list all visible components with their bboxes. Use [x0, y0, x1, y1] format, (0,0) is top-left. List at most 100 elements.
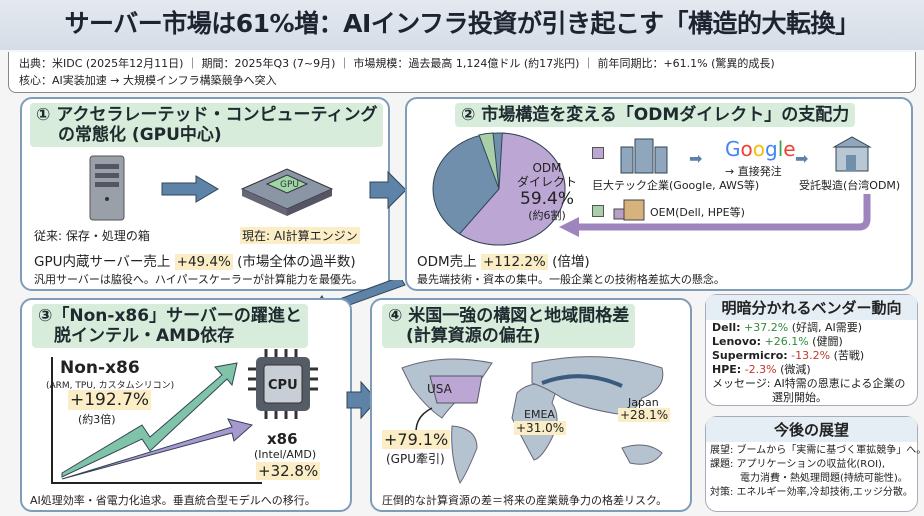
- non-x86-bottom-note: AI処理効率・省電力化追求。垂直統合型モデルへの移行。: [30, 494, 316, 507]
- panel-2-title: ② 市場構造を変える「ODMダイレクト」の支配力: [455, 103, 856, 127]
- cpu-chip-icon: CPU: [248, 349, 318, 419]
- oem-label: OEM(Dell, HPE等): [650, 206, 745, 219]
- arrow-right-icon: ➡: [689, 149, 703, 168]
- google-logo: Google: [725, 137, 796, 161]
- arrow-right-icon: [346, 380, 378, 420]
- big-tech-label: 巨大テック企業(Google, AWS等): [592, 179, 760, 192]
- non-x86-label: Non-x86: [60, 358, 140, 378]
- arrow-right-icon: ➡: [795, 149, 809, 168]
- x86-growth-arrow: [61, 418, 254, 480]
- title-line: ④ 米国一強の構図と地域間格差: [388, 306, 630, 326]
- stat-value: +112.2%: [480, 254, 548, 270]
- x86-sub: (Intel/AMD): [254, 448, 317, 461]
- japan-value: +28.1%: [618, 408, 671, 422]
- stat-value: +49.4%: [174, 254, 233, 270]
- vendor-value: -13.2%: [791, 349, 831, 362]
- server-tower-icon: [89, 155, 125, 221]
- vendor-item: Lenovo: +26.1% (健闘): [712, 335, 911, 349]
- title-line: 脱インテル・AMD依存: [54, 326, 235, 346]
- emea-value: +31.0%: [514, 421, 567, 435]
- usa-value: +79.1%: [382, 430, 451, 449]
- pie-value: 59.4%: [520, 189, 575, 209]
- return-arrow-icon: [559, 194, 871, 237]
- factory-building-icon: [832, 136, 872, 172]
- panel-odm: ② 市場構造を変える「ODMダイレクト」の支配力 ODM ダイレクト 59.4% (約…: [405, 97, 913, 291]
- stat-suffix: (市場全体の過半数): [237, 254, 356, 270]
- outlook-line: 電力消費・熱処理問題(持続可能性)。: [740, 473, 908, 484]
- japan-label: Japan: [628, 396, 659, 409]
- vendor-name: HPE:: [712, 363, 742, 376]
- vendor-trends-box: 明暗分かれるベンダー動向 Dell: +37.2% (好調, AI需要) Leno…: [705, 294, 918, 406]
- vendor-item: Dell: +37.2% (好調, AI需要): [712, 321, 911, 335]
- region-arrow: [541, 374, 623, 388]
- usa-label: USA: [427, 382, 452, 396]
- vendor-note: (健闘): [812, 335, 843, 348]
- legend-odm-swatch: [592, 147, 604, 159]
- office-building-icon: [620, 138, 668, 174]
- arrow-right-icon: [161, 175, 219, 203]
- outlook-line: 対策: エネルギー効率,冷却技術,エッジ分散。: [710, 487, 913, 498]
- vendor-name: Dell:: [712, 321, 741, 334]
- panel-3-title: ③「Non-x86」サーバーの躍進と 脱インテル・AMD依存: [32, 304, 308, 348]
- stat-prefix: ODM売上: [417, 254, 477, 270]
- usa-region: [429, 375, 483, 404]
- outlook-line: 展望: ブームから「実需に基づく軍拡競争」へ。: [710, 445, 924, 456]
- vendor-item: HPE: -2.3% (微減): [712, 363, 911, 377]
- vendor-note: (好調, AI需要): [791, 321, 863, 334]
- non-x86-sub: (ARM, TPU, カスタムシリコン): [46, 381, 175, 391]
- info-line-1: 出典：米IDC (2025年12月11日) ｜ 期間：2025年Q3 (7~9月…: [19, 57, 775, 70]
- regions-note: 圧倒的な計算資源の差＝将来の産業競争力の格差リスク。: [382, 494, 668, 507]
- vendor-value: +26.1%: [764, 335, 809, 348]
- vendor-trends-title: 明暗分かれるベンダー動向: [706, 295, 917, 320]
- panel-regions: ④ 米国一強の構図と地域間格差 (計算資源の偏在) USA +79.1% (GPU…: [370, 298, 692, 512]
- box-package-icon: [613, 199, 645, 221]
- gpu-stat: GPU内蔵サーバー売上 +49.4% (市場全体の過半数): [34, 250, 356, 270]
- panel-4-title: ④ 米国一強の構図と地域間格差 (計算資源の偏在): [382, 304, 636, 348]
- vendor-value: +37.2%: [744, 321, 789, 334]
- odm-manufacturer-label: 受託製造(台湾ODM): [799, 179, 901, 192]
- stat-suffix: (倍増): [552, 254, 590, 270]
- old-server-label: 従来: 保存・処理の箱: [34, 229, 150, 243]
- pie-label: ODM ダイレクト 59.4% (約6割): [517, 161, 577, 223]
- pie-slice-odm: [458, 132, 566, 246]
- x86-label: x86: [267, 430, 298, 448]
- vendor-name: Supermicro:: [712, 349, 788, 362]
- vendor-item: Supermicro: -13.2% (苦戦): [712, 349, 911, 363]
- pie-label-1: ODM: [532, 161, 562, 175]
- info-bar: 出典：米IDC (2025年12月11日) ｜ 期間：2025年Q3 (7~9月…: [8, 52, 916, 93]
- vendor-name: Lenovo:: [712, 335, 761, 348]
- non-x86-value: +192.7%: [68, 390, 152, 410]
- title-line: ③「Non-x86」サーバーの躍進と: [38, 306, 302, 326]
- usa-note: (GPU牽引): [386, 452, 445, 466]
- panel-1-title: ① アクセラレーテッド・コンピューティング の常態化 (GPU中心): [30, 103, 384, 147]
- info-line-2: 核心：AI実装加速 → 大規模インフラ構築競争へ突入: [19, 74, 277, 87]
- panel-non-x86: ③「Non-x86」サーバーの躍進と 脱インテル・AMD依存 Non-x86 (A…: [20, 298, 352, 512]
- vendor-note: (苦戦): [833, 349, 865, 362]
- panel-gpu: ① アクセラレーテッド・コンピューティング の常態化 (GPU中心) GPU 従来…: [20, 97, 390, 291]
- outlook-line: 課題: アプリケーションの収益化(ROI),: [710, 459, 886, 470]
- pie-sub: (約6割): [528, 209, 566, 222]
- gpu-note: 汎用サーバーは脇役へ。ハイパースケーラーが計算能力を最優先。: [34, 273, 363, 286]
- odm-note: 最先端技術・資本の集中。一般企業との技術格差拡大の懸念。: [417, 273, 725, 286]
- svg-text:GPU: GPU: [280, 180, 299, 190]
- pie-label-2: ダイレクト: [517, 175, 578, 189]
- market-share-pie: [432, 132, 566, 246]
- vendor-message: メッセージ: AI特需の恩恵による企業の: [712, 377, 906, 390]
- title-line: (計算資源の偏在): [406, 326, 541, 346]
- title-line: の常態化 (GPU中心): [58, 125, 222, 145]
- vendor-value: -2.3%: [744, 363, 777, 376]
- title-line: ① アクセラレーテッド・コンピューティング: [36, 105, 378, 125]
- svg-text:CPU: CPU: [268, 378, 298, 393]
- growth-chart-illustration: [51, 357, 262, 484]
- stat-prefix: GPU内蔵サーバー売上: [34, 254, 171, 270]
- vendor-note: (微減): [780, 363, 811, 376]
- pie-slice-oem: [478, 132, 500, 190]
- non-x86-note: (約3倍): [78, 413, 116, 426]
- x86-value: +32.8%: [256, 462, 321, 480]
- new-server-label: 現在: AI計算エンジン: [240, 227, 360, 244]
- direct-order-label: → 直接発注: [725, 165, 782, 178]
- vendor-message-cont: 選別開始。: [772, 391, 827, 404]
- gpu-chip-icon: GPU: [240, 168, 334, 216]
- page-title: サーバー市場は61%増：AIインフラ投資が引き起こす「構造的大転換」: [0, 0, 924, 50]
- odm-stat: ODM売上 +112.2% (倍増): [417, 250, 590, 270]
